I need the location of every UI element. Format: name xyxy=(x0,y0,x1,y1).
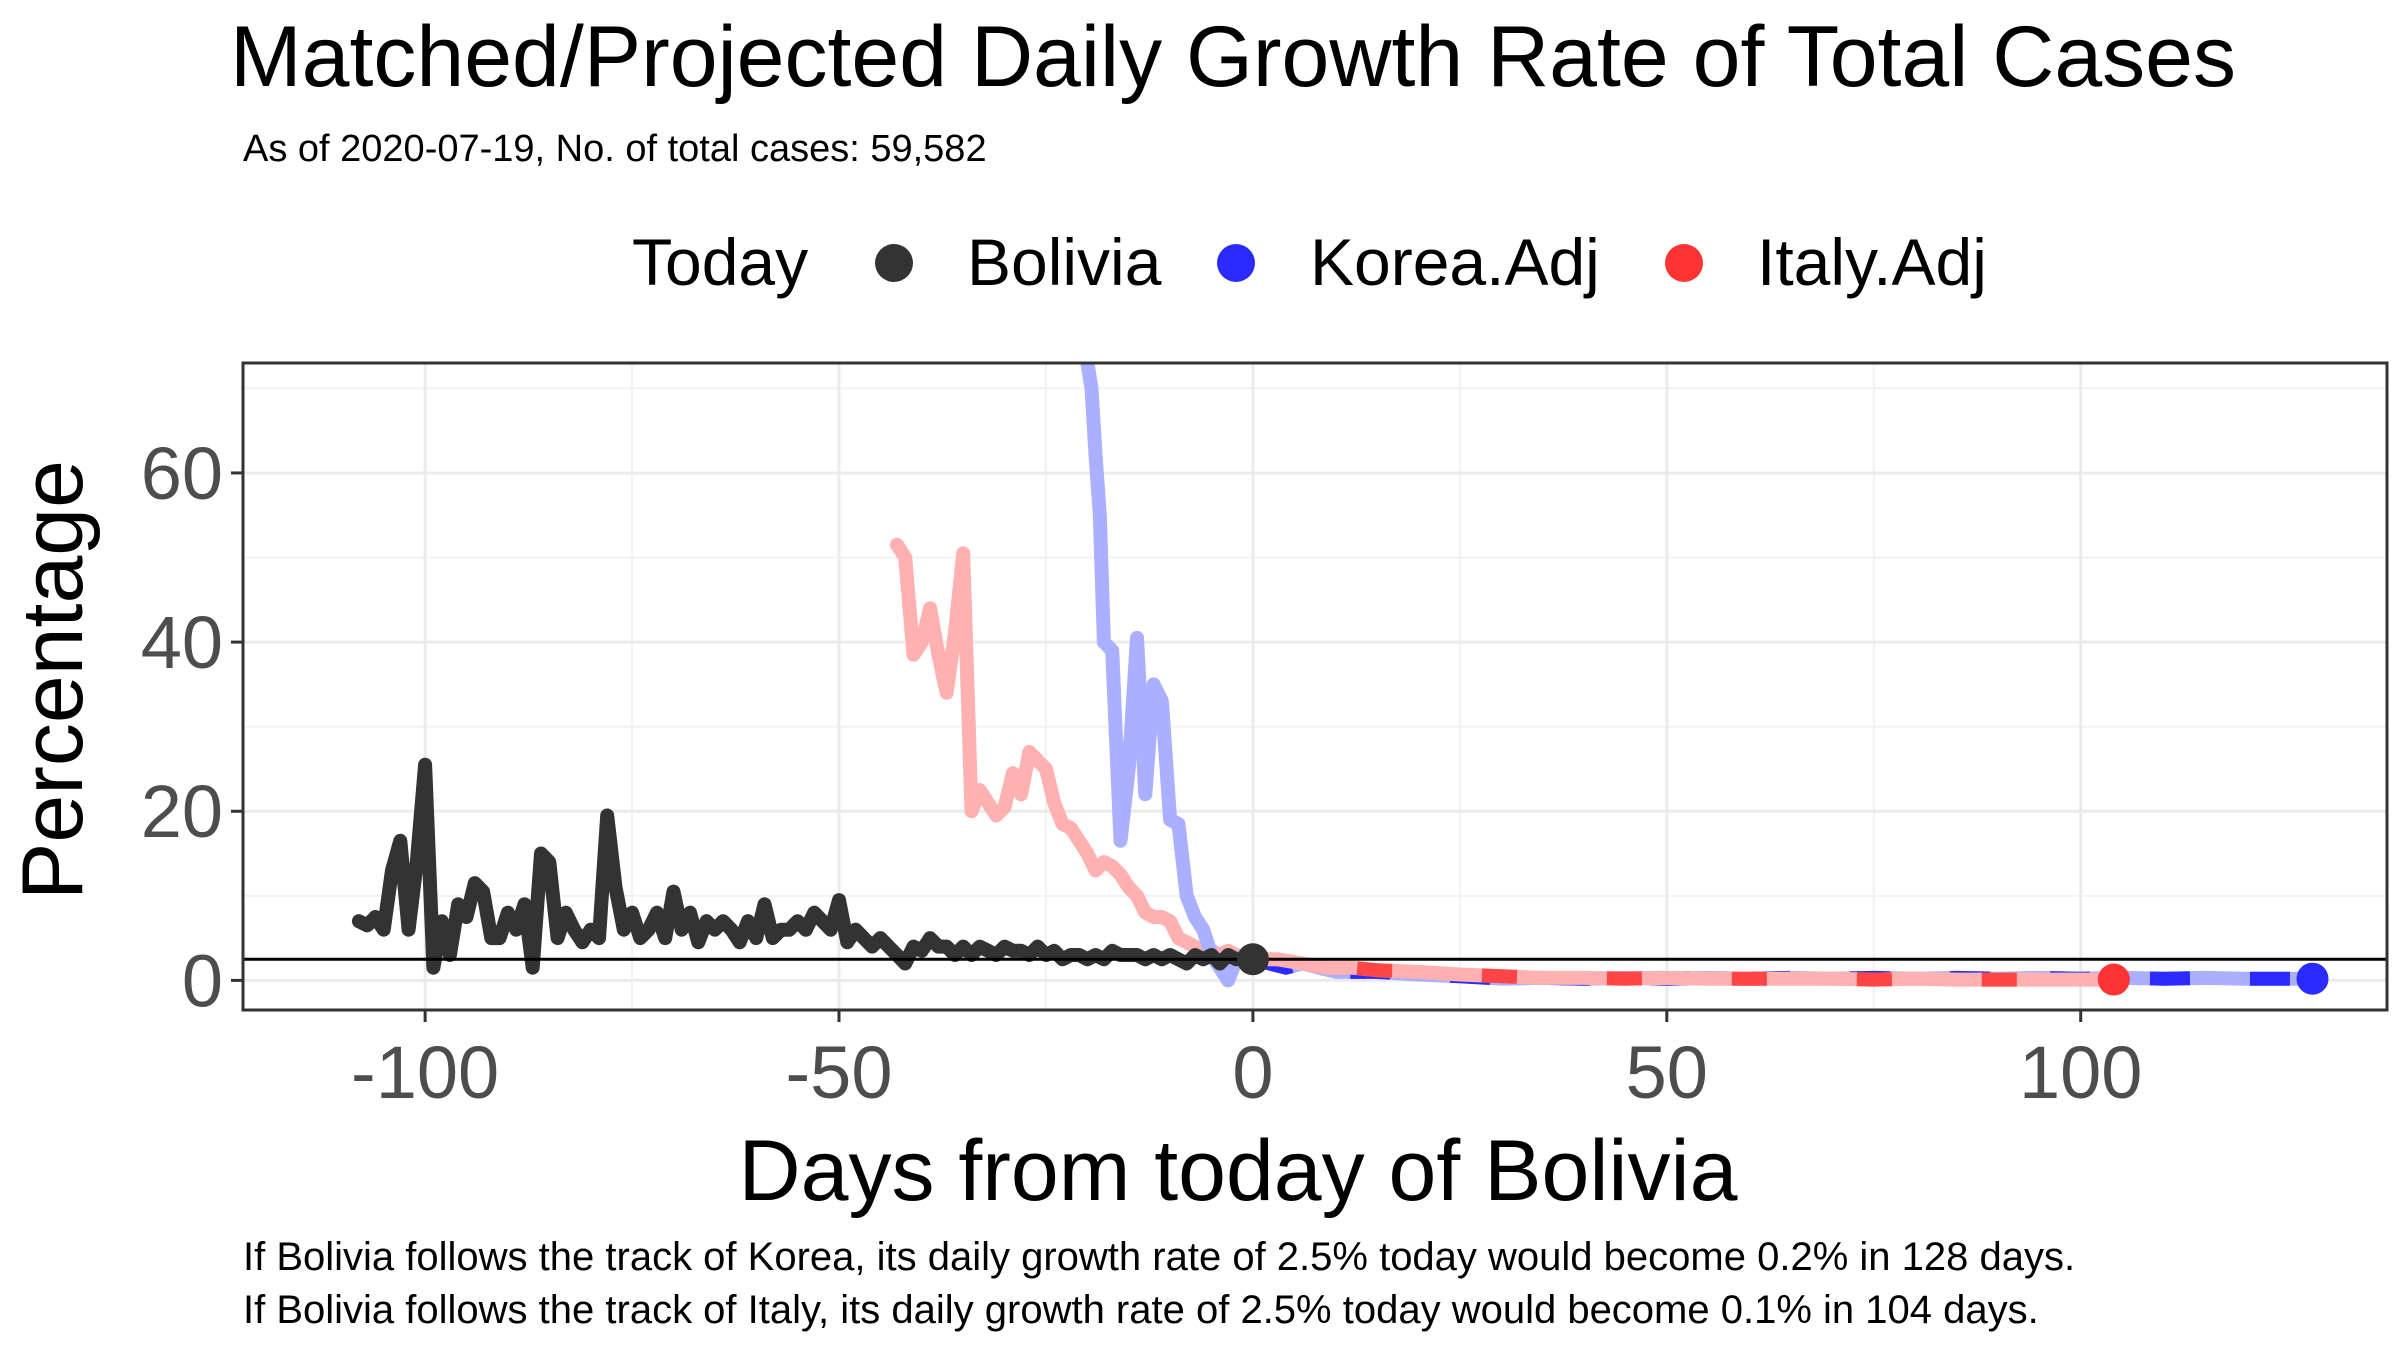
x-axis-label: Days from today of Bolivia xyxy=(739,1123,1738,1219)
series-italy-past xyxy=(890,537,1260,967)
legend-label-italy: Italy.Adj xyxy=(1757,225,1987,299)
x-tick-label: 50 xyxy=(1626,1031,1708,1114)
panel-border xyxy=(241,361,2389,1012)
y-axis-label: Percentage xyxy=(5,460,101,900)
series-italy-projection-base xyxy=(1252,952,2114,987)
legend-label-korea: Korea.Adj xyxy=(1310,225,1600,299)
chart-subtitle: As of 2020-07-19, No. of total cases: 59… xyxy=(243,128,987,170)
plot-area: -100 -50 0 50 100 0 20 40 60 xyxy=(141,361,2389,1114)
y-tick-label: 0 xyxy=(182,939,223,1022)
point-today-korea xyxy=(2296,962,2329,995)
y-tick-label: 40 xyxy=(141,601,223,684)
point-today-italy xyxy=(2097,963,2130,996)
legend: Today Bolivia Korea.Adj Italy.Adj xyxy=(0,222,2400,302)
y-tick-label: 60 xyxy=(141,432,223,515)
footnote-korea: If Bolivia follows the track of Korea, i… xyxy=(243,1235,2076,1279)
point-today-bolivia xyxy=(1236,943,1269,976)
chart-title: Matched/Projected Daily Growth Rate of T… xyxy=(230,9,2237,105)
footnote-italy: If Bolivia follows the track of Italy, i… xyxy=(243,1288,2039,1332)
legend-title: Today xyxy=(632,225,809,299)
y-tick-label: 20 xyxy=(141,770,223,853)
legend-label-bolivia: Bolivia xyxy=(967,225,1162,299)
x-tick-label: -50 xyxy=(786,1031,893,1114)
legend-key-italy xyxy=(1665,244,1703,282)
series-korea-past xyxy=(1080,363,1260,988)
x-tick-label: 0 xyxy=(1232,1031,1273,1114)
legend-key-korea xyxy=(1217,244,1255,282)
x-tick-label: -100 xyxy=(351,1031,499,1114)
legend-key-bolivia xyxy=(875,244,913,282)
x-tick-label: 100 xyxy=(2019,1031,2142,1114)
